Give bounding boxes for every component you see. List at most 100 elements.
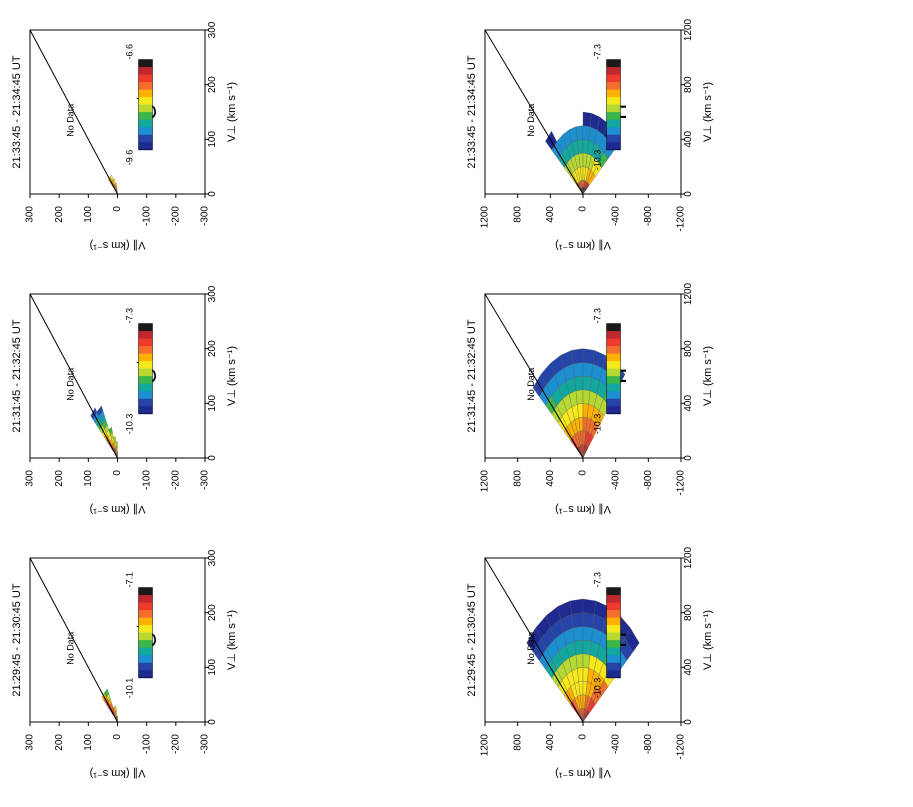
colorbar-max-label: -7.3: [593, 308, 603, 324]
plot-frame: [29, 29, 206, 195]
vperp-tick-label: 1200: [683, 18, 694, 41]
colorbar-swatch: [138, 89, 153, 98]
vpar-tick-label: -300: [200, 470, 211, 490]
heat-cell: [571, 612, 584, 628]
heat-cell: [572, 626, 584, 642]
heat-cell: [117, 452, 119, 459]
vpar-tick-label: 200: [54, 734, 65, 751]
no-data-label: No Data: [66, 368, 76, 401]
vpar-tick-label: 100: [83, 206, 94, 223]
colorbar-swatch: [606, 127, 621, 136]
panel-row2-col1: No Data 1200 800 400 0 -400 -800 -1200 0 400 800 12…: [466, 546, 714, 779]
heatmap-cells: [101, 688, 119, 723]
colorbar-swatch: [138, 398, 153, 407]
vperp-tick-label: 300: [207, 21, 218, 38]
vpar-tick-label: 1200: [480, 206, 491, 229]
colorbar-swatch: [138, 361, 153, 370]
colorbar-swatch: [138, 331, 153, 340]
vperp-tick-label: 100: [207, 131, 218, 148]
vpar-tick-label: 300: [25, 734, 36, 751]
vpar-axis-title: V∥ (km s⁻¹): [555, 239, 611, 251]
heat-cell: [115, 183, 118, 190]
no-data-label: No Data: [66, 632, 76, 665]
heat-cell: [96, 405, 104, 417]
panel-row2-col2: No Data 1200 800 400 0 -400 -800 -1200 0 400 800 12…: [466, 282, 714, 515]
colorbar-swatch: [138, 647, 153, 656]
panel-row1-col3: No Data 300 200 100 0 -100 -200 -300 0 100 200 300 V…: [11, 21, 238, 251]
heat-cell: [575, 653, 584, 669]
no-data-label: No Data: [526, 632, 536, 665]
vperp-tick-label: 800: [683, 76, 694, 93]
colorbar-swatch: [606, 59, 621, 68]
vpar-tick-label: -200: [170, 734, 181, 754]
colorbar-swatch: [138, 97, 153, 106]
colorbar-swatch: [138, 127, 153, 136]
colorbar-swatch: [606, 338, 621, 347]
vperp-tick-label: 200: [207, 76, 218, 93]
colorbar-swatch: [138, 376, 153, 385]
time-label: 21:33:45 - 21:34:45 UT: [11, 55, 23, 168]
colorbar-swatch: [606, 610, 621, 619]
vpar-tick-label: -100: [141, 206, 152, 226]
heat-cell: [624, 627, 640, 652]
colorbar-frame: [138, 587, 153, 678]
vperp-tick-label: 100: [207, 395, 218, 412]
time-label: 21:33:45 - 21:34:45 UT: [466, 55, 478, 168]
vpar-axis-title: V∥ (km s⁻¹): [90, 503, 146, 515]
panel-row1-col2: No Data 300 200 100 0 -100 -200 -300 0 100 200 300 V…: [11, 285, 238, 515]
colorbar-max-label: -7.3: [593, 44, 603, 60]
colorbar-frame: [138, 59, 153, 150]
colorbar-swatch: [606, 617, 621, 626]
vpar-tick-label: -200: [170, 470, 181, 490]
heatmap-cells: [532, 348, 626, 459]
colorbar-swatch: [138, 338, 153, 347]
colorbar-swatch: [138, 383, 153, 392]
colorbar-swatch: [138, 82, 153, 91]
vperp-tick-label: 0: [683, 455, 694, 461]
vpar-axis-title: V∥ (km s⁻¹): [555, 767, 611, 779]
colorbar-swatch: [606, 587, 621, 596]
colorbar-max-label: -7.3: [125, 308, 135, 324]
vpar-tick-label: -1200: [676, 206, 687, 232]
vpar-tick-label: 1200: [480, 470, 491, 493]
vperp-tick-label: 200: [207, 340, 218, 357]
vperp-tick-label: 0: [207, 191, 218, 197]
vpar-tick-label: 0: [112, 470, 123, 476]
colorbar-swatch: [138, 368, 153, 377]
colorbar-swatch: [606, 625, 621, 634]
colorbar: -7.1 -10.1: [125, 572, 153, 698]
vpar-tick-label: 300: [25, 470, 36, 487]
vpar-tick-label: -300: [200, 734, 211, 754]
heat-cell: [572, 362, 584, 378]
colorbar-swatch: [138, 119, 153, 128]
colorbar-min-label: -9.6: [125, 150, 135, 166]
no-data-label: No Data: [526, 368, 536, 401]
no-data-boundary: [484, 29, 584, 195]
time-label: 21:31:45 - 21:32:45 UT: [466, 319, 478, 432]
heat-cell: [117, 716, 119, 723]
colorbar-swatch: [606, 112, 621, 121]
colorbar-swatch: [138, 74, 153, 83]
vperp-tick-label: 400: [683, 395, 694, 412]
vpar-tick-label: -1200: [676, 470, 687, 496]
vpar-tick-label: -100: [141, 734, 152, 754]
colorbar-swatch: [606, 398, 621, 407]
colorbar-swatch: [606, 353, 621, 362]
heat-cell: [112, 178, 116, 185]
colorbar-swatch: [606, 632, 621, 641]
vpar-tick-label: 200: [54, 470, 65, 487]
colorbar-min-label: -10.3: [593, 414, 603, 435]
colorbar-min-label: -10.3: [125, 414, 135, 435]
colorbar-swatch: [606, 67, 621, 76]
colorbar-swatch: [606, 74, 621, 83]
vpar-tick-label: -400: [610, 470, 621, 490]
plot-frame: [29, 293, 206, 459]
heat-cell: [114, 705, 117, 712]
heat-cell: [582, 362, 594, 378]
colorbar: -6.6 -9.6: [125, 44, 153, 165]
colorbar-swatch: [606, 346, 621, 355]
vperp-tick-label: 1200: [683, 282, 694, 305]
colorbar-frame: [606, 59, 621, 150]
vpar-tick-label: 0: [112, 734, 123, 740]
